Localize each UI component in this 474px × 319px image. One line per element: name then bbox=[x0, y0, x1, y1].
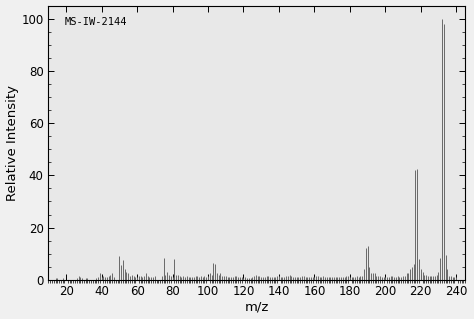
X-axis label: m/z: m/z bbox=[245, 300, 269, 314]
Text: MS-IW-2144: MS-IW-2144 bbox=[65, 17, 128, 26]
Y-axis label: Relative Intensity: Relative Intensity bbox=[6, 85, 18, 201]
